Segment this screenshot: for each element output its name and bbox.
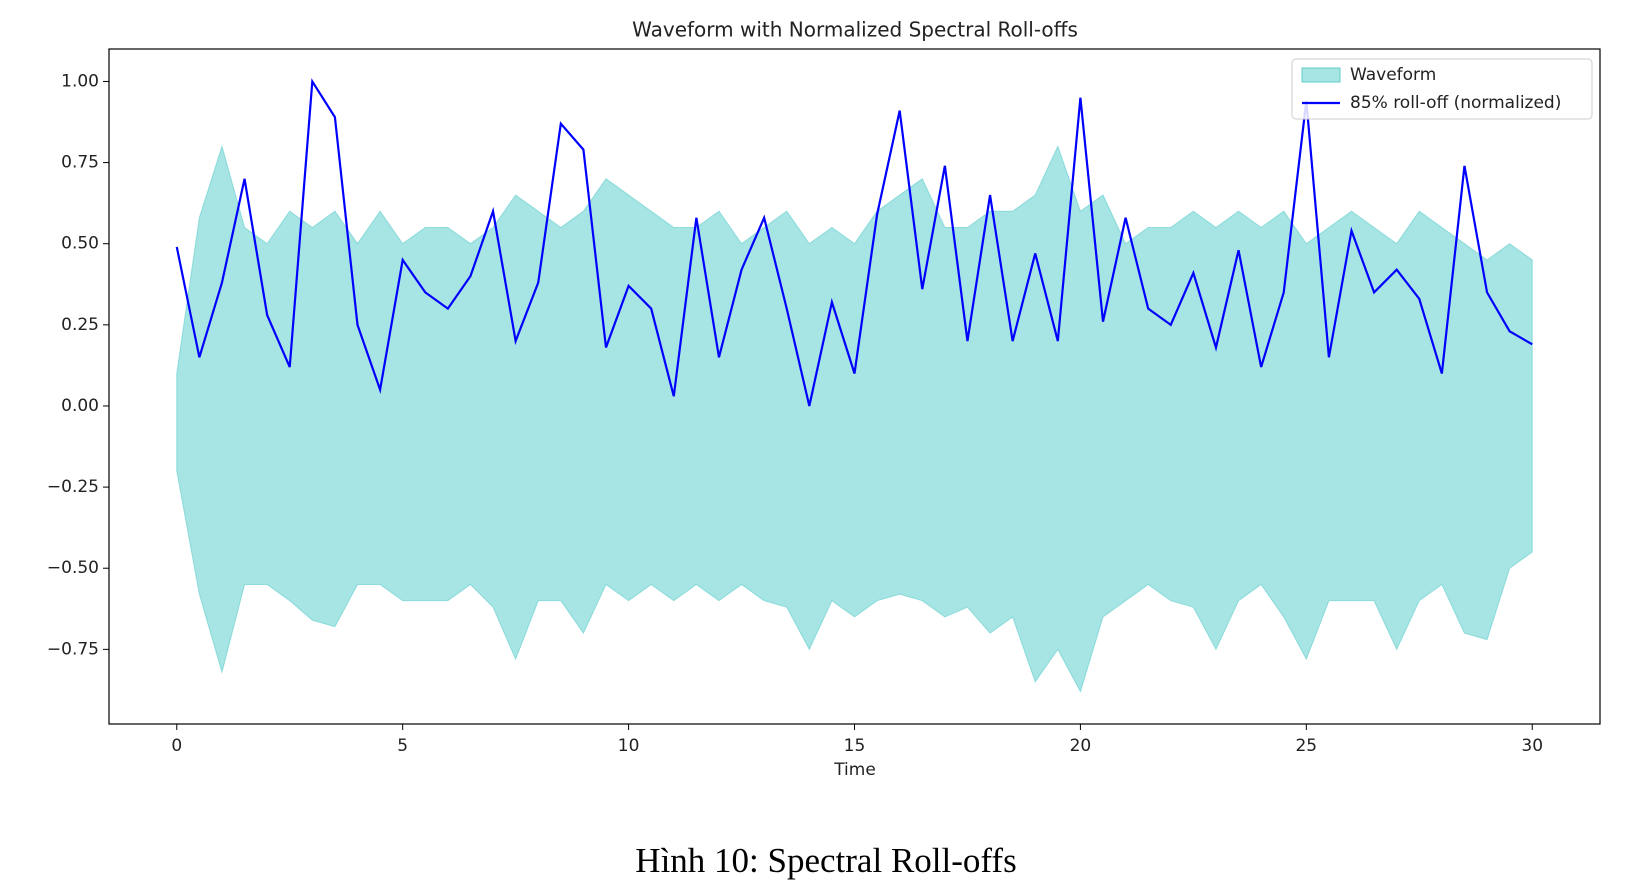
x-tick-label: 10 <box>618 736 640 756</box>
x-tick-label: 15 <box>844 736 866 756</box>
plot-frame <box>108 48 1601 725</box>
y-tick-label: −0.75 <box>47 639 99 659</box>
x-axis-label: Time <box>833 760 876 780</box>
x-tick-label: 20 <box>1070 736 1092 756</box>
y-tick-label: 0.50 <box>61 234 99 254</box>
x-tick-label: 25 <box>1295 736 1317 756</box>
x-tick-label: 30 <box>1521 736 1543 756</box>
y-tick-label: 1.00 <box>61 71 99 91</box>
legend-label: Waveform <box>1350 65 1436 85</box>
y-tick-label: 0.75 <box>61 153 99 173</box>
y-tick-label: 0.25 <box>61 315 99 335</box>
y-tick-label: −0.50 <box>47 558 99 578</box>
waveform-area <box>176 144 1533 693</box>
legend-box <box>1291 58 1593 120</box>
y-tick-label: 0.00 <box>61 396 99 416</box>
y-tick-label: −0.25 <box>47 477 99 497</box>
legend-swatch <box>1301 67 1341 83</box>
x-tick-label: 5 <box>397 736 408 756</box>
chart-title: Waveform with Normalized Spectral Roll-o… <box>632 18 1078 42</box>
caption: Hình 10: Spectral Roll-offs <box>635 841 1016 880</box>
legend-label: 85% roll-off (normalized) <box>1350 93 1561 113</box>
x-tick-label: 0 <box>171 736 182 756</box>
